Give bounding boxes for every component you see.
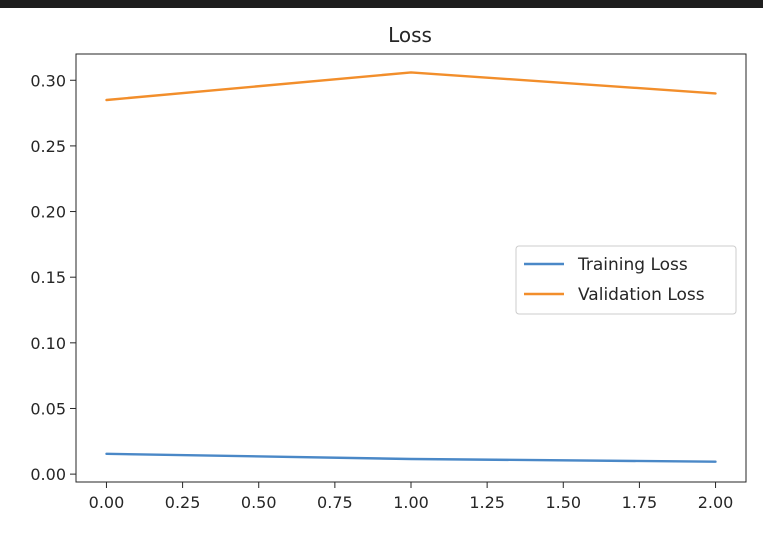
y-tick-label: 0.00 [30, 465, 66, 484]
x-tick-label: 1.25 [469, 493, 505, 512]
loss-chart: Loss 0.00 0.25 0.50 0.75 1.00 1.25 1.50 1.75 2.0… [30, 23, 747, 512]
legend-box [515, 245, 737, 315]
chart-title: Loss [388, 23, 432, 47]
legend: Training Loss Validation Loss [515, 245, 737, 315]
y-tick-label: 0.25 [30, 137, 66, 156]
validation-loss-legend-label: Validation Loss [578, 285, 705, 305]
x-tick-label: 0.00 [89, 493, 125, 512]
x-tick-label: 1.50 [545, 493, 581, 512]
validation-loss-line [105, 71, 717, 102]
x-tick-label: 0.75 [317, 493, 353, 512]
chart-figure: Loss 0.00 0.25 0.50 0.75 1.00 1.25 1.50 1.75 2.0… [0, 8, 763, 535]
y-tick-label: 0.05 [30, 399, 66, 418]
y-tick-label: 0.20 [30, 203, 66, 222]
x-tick-label: 0.25 [165, 493, 201, 512]
y-tick-label: 0.10 [30, 334, 66, 353]
x-tick-label: 2.00 [698, 493, 734, 512]
y-tick-label: 0.15 [30, 268, 66, 287]
x-axis: 0.00 0.25 0.50 0.75 1.00 1.25 1.50 1.75 2.00 [89, 482, 734, 512]
y-axis: 0.00 0.05 0.10 0.15 0.20 0.25 0.30 [30, 71, 76, 484]
y-tick-label: 0.30 [30, 71, 66, 90]
plot-marks [105, 71, 717, 463]
x-tick-label: 1.75 [622, 493, 658, 512]
training-loss-legend-label: Training Loss [577, 255, 688, 275]
training-loss-line [105, 452, 717, 463]
x-tick-label: 1.00 [393, 493, 429, 512]
x-tick-label: 0.50 [241, 493, 277, 512]
